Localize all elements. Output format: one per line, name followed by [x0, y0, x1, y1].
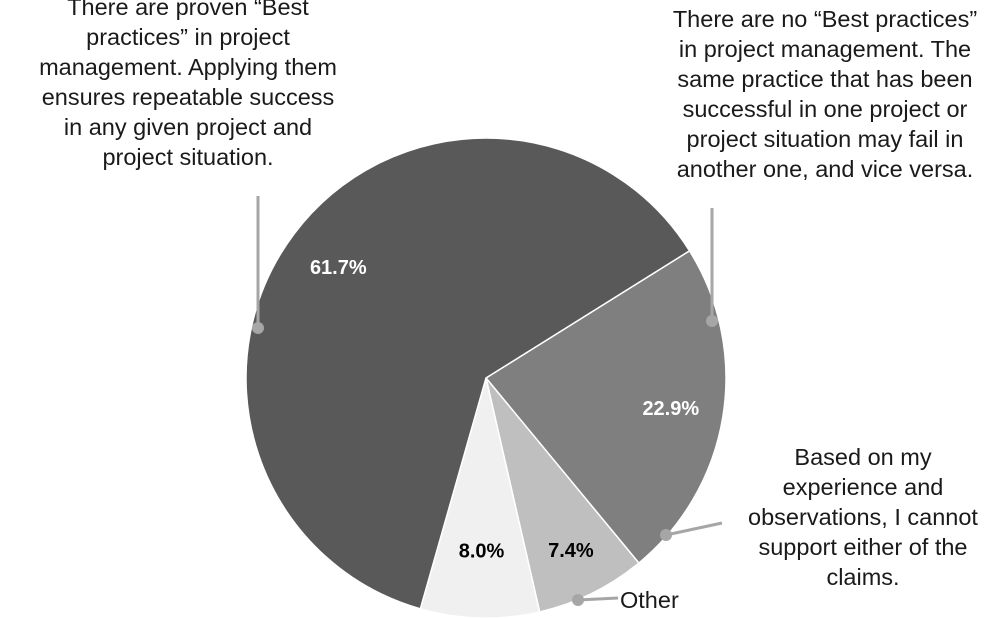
data-label-best-practices-proven: 61.7% [310, 257, 367, 279]
callout-leader-line [577, 596, 619, 602]
callout-label-no-best-practices: There are no “Best practices” in project… [672, 6, 978, 182]
callout-leader-line [665, 521, 723, 537]
data-label-cannot-support-either: 7.4% [548, 540, 594, 562]
callout-anchor-dot [706, 315, 718, 327]
slice-cannot-support-either [485, 377, 640, 613]
callout-label-other: Other [620, 587, 679, 613]
slice-best-practices-proven [245, 137, 691, 610]
callout-label-cannot-support-either: Based on my experience and observations,… [748, 444, 978, 590]
data-label-other: 8.0% [459, 541, 505, 563]
data-label-no-best-practices: 22.9% [642, 398, 699, 420]
callout-label-best-practices-proven: There are proven “Best practices” in pro… [39, 0, 337, 170]
callout-anchor-dot [660, 529, 672, 541]
callout-anchor-dot [572, 594, 584, 606]
slice-other [419, 377, 541, 619]
callout-anchor-dot [252, 322, 264, 334]
